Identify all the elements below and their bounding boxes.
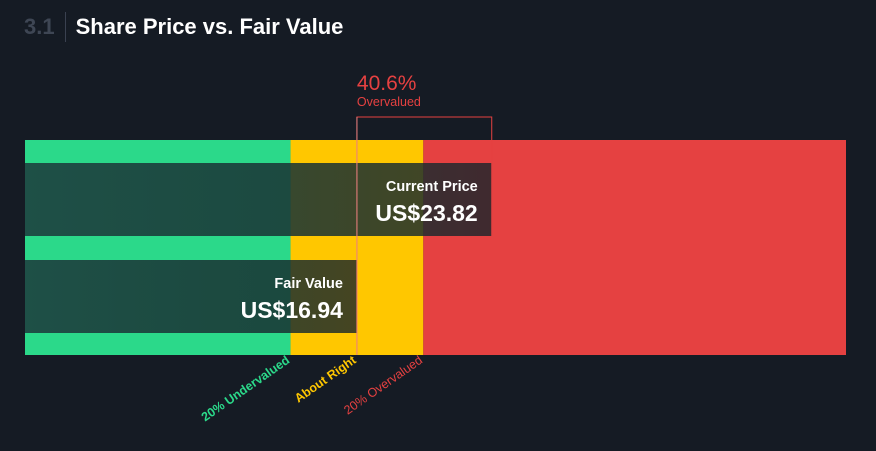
zone-overvalued xyxy=(423,140,846,355)
section-number: 3.1 xyxy=(24,12,66,42)
difference-label: Overvalued xyxy=(357,95,421,109)
fair-value-value: US$16.94 xyxy=(241,297,344,323)
current-price-label: Current Price xyxy=(386,179,478,195)
section-title: Share Price vs. Fair Value xyxy=(75,14,344,39)
current-price-value: US$23.82 xyxy=(375,200,477,226)
section-header: 3.1 Share Price vs. Fair Value xyxy=(24,12,343,42)
difference-bracket xyxy=(356,116,493,355)
zone-label-about-right: About Right xyxy=(292,353,359,406)
fair-value-bar xyxy=(25,260,357,333)
current-price-bar xyxy=(25,163,492,236)
difference-percent: 40.6% xyxy=(357,72,417,95)
fair-value-label: Fair Value xyxy=(274,276,343,292)
zone-label-undervalued: 20% Undervalued xyxy=(199,353,292,424)
